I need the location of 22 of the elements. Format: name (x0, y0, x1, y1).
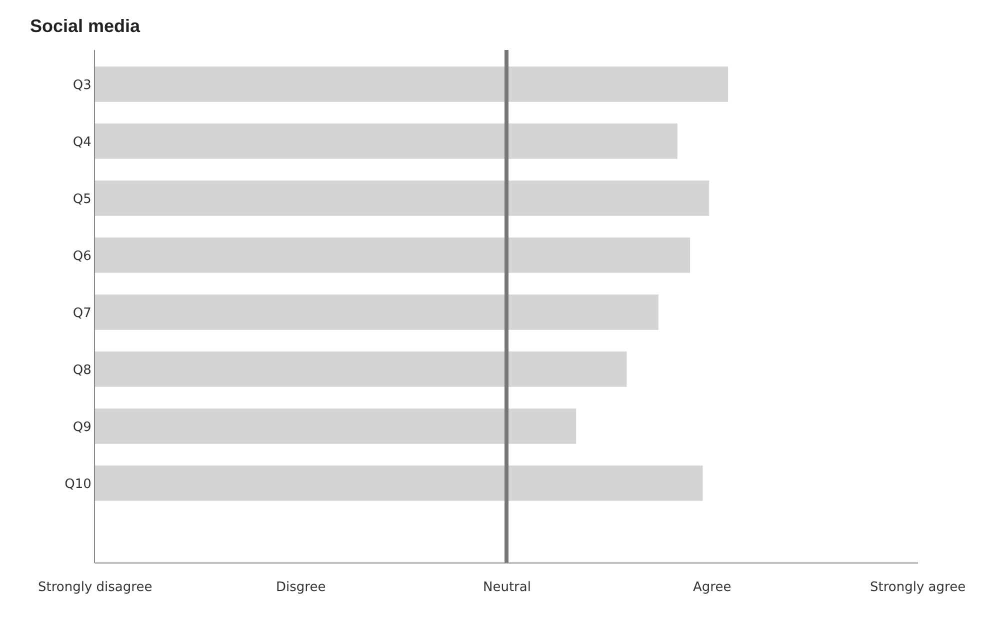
text: Disgree (276, 580, 326, 595)
y-tick-label: Q5 (72, 192, 92, 207)
bar (95, 238, 690, 273)
chart-title: Social media (30, 16, 141, 36)
text: Strongly disagree (38, 580, 152, 595)
bar (95, 352, 627, 387)
bar (95, 66, 728, 102)
y-tick-label: Q7 (72, 306, 92, 321)
y-tick-label: Q9 (72, 420, 92, 435)
bar (95, 180, 710, 216)
bar (95, 124, 678, 159)
bar (95, 294, 658, 330)
bar (95, 408, 576, 444)
y-tick-label: Q6 (72, 248, 92, 264)
y-tick-label: Q4 (72, 134, 92, 150)
bar (95, 466, 703, 501)
text: Agree (693, 580, 732, 595)
text: Strongly agree (870, 580, 966, 595)
text: Neutral (483, 580, 531, 595)
y-tick-label: Q10 (64, 476, 92, 492)
y-tick-label: Q8 (72, 362, 92, 378)
y-tick-label: Q3 (72, 78, 92, 93)
